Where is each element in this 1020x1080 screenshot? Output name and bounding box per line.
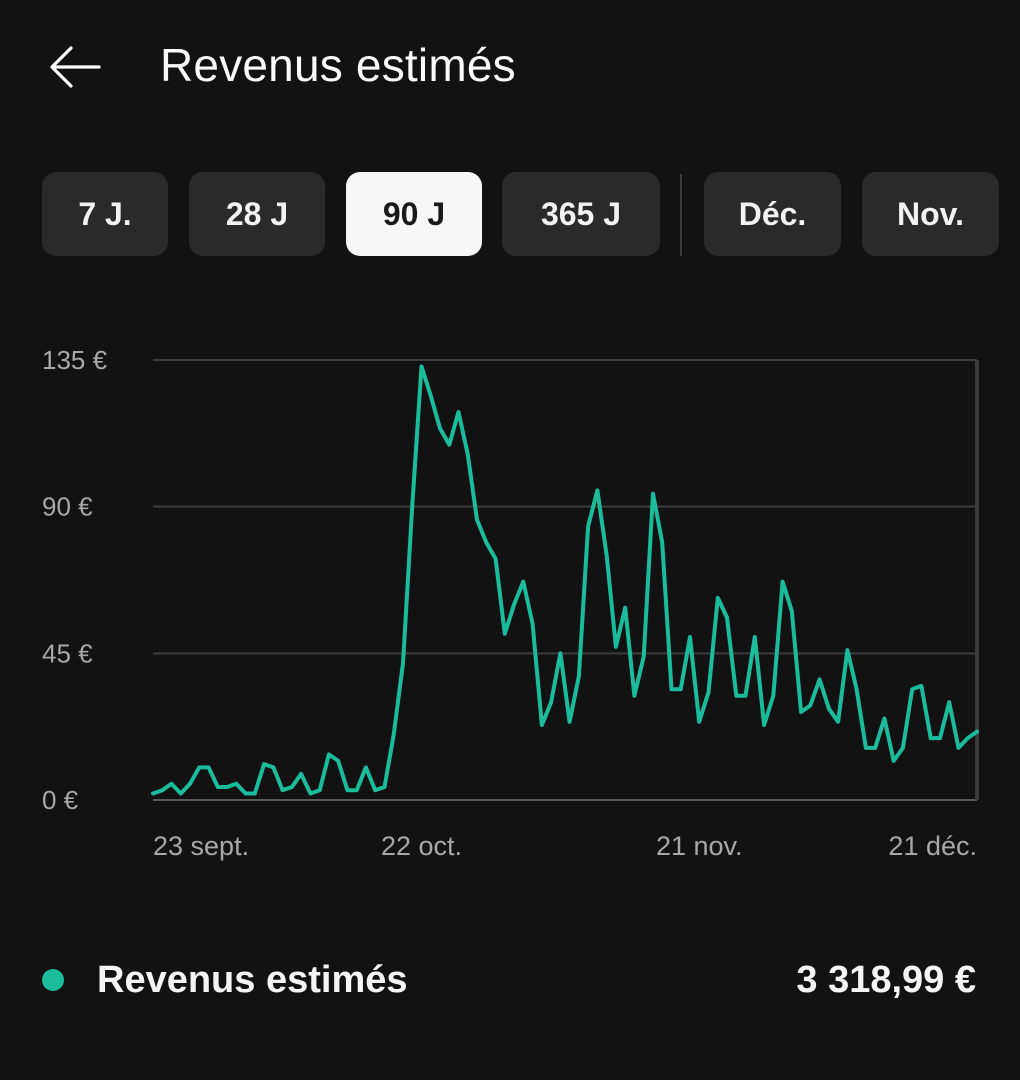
page-title: Revenus estimés	[160, 39, 516, 91]
x-tick-label: 22 oct.	[381, 831, 462, 861]
chip-divider	[680, 174, 682, 256]
range-chip-28d[interactable]: 28 J	[189, 172, 325, 256]
revenue-series-line	[151, 364, 979, 796]
range-chip-november[interactable]: Nov.	[862, 172, 999, 256]
arrow-left-icon	[50, 46, 101, 88]
y-tick-label: 45 €	[42, 638, 93, 668]
x-tick-label: 23 sept.	[153, 831, 249, 861]
legend-label: Revenus estimés	[97, 959, 408, 1001]
back-button[interactable]	[40, 32, 112, 104]
x-tick-label: 21 nov.	[656, 831, 743, 861]
range-chip-365d[interactable]: 365 J	[502, 172, 660, 256]
legend-color-dot	[42, 969, 64, 991]
revenue-line-chart: 135 € 90 € 45 € 0 € 23 sept. 22 oct. 21 nov. 21…	[42, 345, 979, 861]
range-chip-90d[interactable]: 90 J	[346, 172, 482, 256]
total-revenue-value: 3 318,99 €	[796, 959, 976, 1001]
y-tick-label: 0 €	[42, 785, 79, 815]
app-header: Revenus estimés	[0, 0, 1020, 135]
y-tick-label: 90 €	[42, 492, 93, 522]
range-chip-7d[interactable]: 7 J.	[42, 172, 168, 256]
y-tick-label: 135 €	[42, 345, 108, 375]
x-tick-label: 21 déc.	[888, 831, 977, 861]
date-range-selector: 7 J. 28 J 90 J 365 J Déc. Nov.	[0, 172, 1020, 258]
range-chip-december[interactable]: Déc.	[704, 172, 841, 256]
chart-legend: Revenus estimés 3 318,99 €	[0, 940, 1020, 1020]
revenue-chart: 135 € 90 € 45 € 0 € 23 sept. 22 oct. 21 nov. 21…	[0, 330, 1020, 890]
